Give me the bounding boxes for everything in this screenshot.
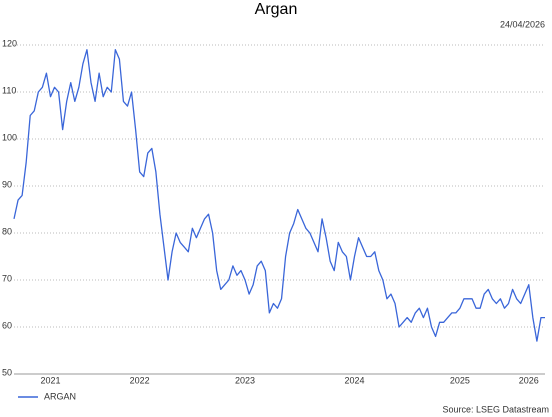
y-tick-label: 110: [2, 85, 16, 95]
source-label: Source: LSEG Datastream: [442, 404, 549, 414]
x-tick-label: 2022: [130, 375, 150, 385]
date-label: 24/04/2026: [500, 19, 545, 29]
x-tick-label: 2025: [450, 375, 470, 385]
x-tick-label: 2026: [519, 375, 539, 385]
y-tick-label: 70: [2, 273, 12, 283]
y-tick-label: 100: [2, 132, 17, 142]
x-tick-label: 2023: [235, 375, 255, 385]
x-tick-label: 2021: [40, 375, 60, 385]
legend-label: ARGAN: [44, 391, 76, 401]
series-line: [13, 49, 545, 342]
chart-title: Argan: [255, 1, 298, 18]
y-tick-label: 50: [2, 367, 12, 377]
x-tick-label: 2024: [344, 375, 364, 385]
y-tick-label: 80: [2, 226, 12, 236]
y-tick-label: 90: [2, 179, 12, 189]
y-tick-label: 120: [2, 38, 17, 48]
y-tick-label: 60: [2, 320, 12, 330]
